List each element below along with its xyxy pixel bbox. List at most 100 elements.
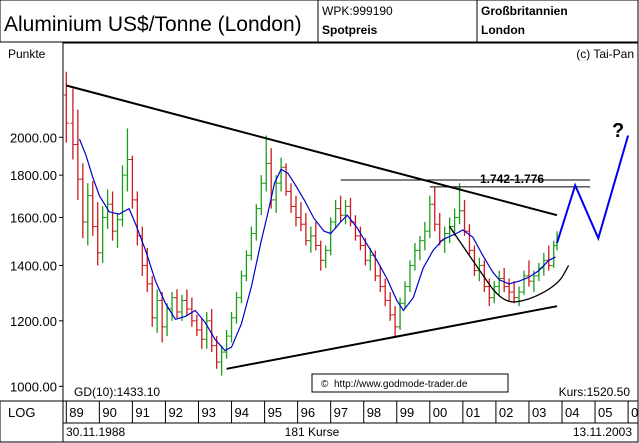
price-bar — [303, 212, 309, 246]
price-bar — [516, 286, 522, 307]
price-bar — [402, 281, 408, 310]
price-bar — [110, 191, 116, 241]
upper-trendline — [66, 84, 558, 217]
price-bar — [283, 163, 289, 196]
price-bar — [159, 292, 165, 343]
price-bar — [412, 243, 418, 271]
wpk-label: WPK:999190 — [322, 4, 393, 18]
price-bar — [169, 292, 175, 321]
y-tick-label: 1600.00 — [10, 210, 57, 225]
price-bar — [100, 206, 106, 263]
x-tick-label: 95 — [268, 405, 282, 420]
price-bar — [417, 235, 423, 261]
city-label: London — [481, 23, 525, 37]
price-bar — [352, 215, 358, 241]
end-date-label: 13.11.2003 — [573, 425, 632, 439]
price-bar — [293, 195, 299, 227]
price-bar — [288, 183, 294, 213]
price-bar — [318, 240, 324, 271]
source-box — [311, 373, 509, 393]
copyright-label: (c) Tai-Pan — [576, 47, 634, 61]
price-bar — [392, 306, 398, 337]
price-bar — [85, 183, 91, 246]
price-bar — [377, 265, 383, 293]
rounding-bottom-arc — [449, 226, 570, 303]
x-tick-label: 06 — [631, 405, 639, 420]
footer-frame — [0, 400, 639, 443]
price-bar — [343, 199, 349, 225]
price-bar — [501, 268, 507, 293]
copyright-symbol: © — [321, 379, 329, 390]
price-bar — [491, 281, 497, 304]
price-bar — [80, 163, 86, 239]
price-bar — [263, 135, 269, 192]
price-bar — [397, 297, 403, 330]
price-bar — [526, 260, 532, 287]
price-bar — [90, 181, 96, 236]
price-bar — [129, 155, 135, 209]
price-bar — [243, 250, 249, 282]
x-tick-label: 94 — [235, 405, 249, 420]
price-bar — [521, 270, 527, 295]
moving-average-line — [78, 138, 556, 352]
price-bar — [149, 275, 155, 327]
x-tick-label: 92 — [168, 405, 182, 420]
x-tick-label: 96 — [301, 405, 315, 420]
price-bar — [229, 311, 235, 343]
y-tick-label: 1400.00 — [10, 258, 57, 273]
price-bar — [471, 245, 477, 276]
y-axis: 2000.00 1800.00 1600.00 1400.00 1200.00 1000.… — [10, 130, 63, 394]
price-bar — [179, 294, 185, 321]
price-bar — [238, 270, 244, 304]
x-tick-label: 02 — [499, 405, 513, 420]
price-bar — [452, 208, 458, 236]
price-bar — [298, 202, 304, 232]
projection-path — [556, 135, 630, 244]
price-bar — [95, 202, 101, 266]
chart-overlays — [66, 84, 630, 370]
price-bar — [367, 247, 373, 271]
price-bar — [75, 109, 81, 200]
price-bar — [154, 289, 160, 334]
x-tick-label: 04 — [565, 405, 579, 420]
header-frame — [0, 0, 639, 43]
price-bar — [333, 199, 339, 229]
kurs-label: Kurs:1520.50 — [559, 385, 631, 399]
target-zone-label: 1.742-1.776 — [480, 172, 544, 186]
x-tick-label: 00 — [433, 405, 447, 420]
price-bar — [511, 281, 517, 304]
x-tick-label: 98 — [367, 405, 381, 420]
price-bar — [427, 195, 433, 239]
x-tick-label: 93 — [201, 405, 215, 420]
price-bar — [119, 165, 125, 227]
chart-title: Aluminium US$/Tonne (London) — [4, 13, 302, 36]
x-tick-label: 89 — [69, 405, 83, 420]
price-bar — [407, 260, 413, 293]
x-tick-label: 01 — [466, 405, 480, 420]
price-bar — [233, 292, 239, 324]
price-bar — [124, 128, 130, 192]
price-bar — [199, 317, 205, 349]
question-mark-label: ? — [612, 120, 624, 142]
price-bar — [382, 278, 388, 307]
price-bar — [253, 204, 259, 241]
price-bar — [184, 289, 190, 315]
price-bar — [466, 224, 472, 256]
x-tick-label: 03 — [532, 405, 546, 420]
y-tick-label: 2000.00 — [10, 130, 57, 145]
price-bar — [209, 309, 215, 353]
price-bar — [194, 314, 200, 337]
price-bar — [248, 226, 254, 261]
x-tick-label: 05 — [598, 405, 612, 420]
x-tick-label: 99 — [400, 405, 414, 420]
price-bar — [115, 212, 121, 248]
x-tick-label: 90 — [102, 405, 116, 420]
price-bar — [328, 217, 334, 256]
price-bar — [63, 71, 69, 143]
price-bar — [486, 278, 492, 307]
price-bar — [219, 345, 225, 376]
price-bar — [273, 175, 279, 213]
gd-label: GD(10):1433.10 — [74, 385, 160, 399]
